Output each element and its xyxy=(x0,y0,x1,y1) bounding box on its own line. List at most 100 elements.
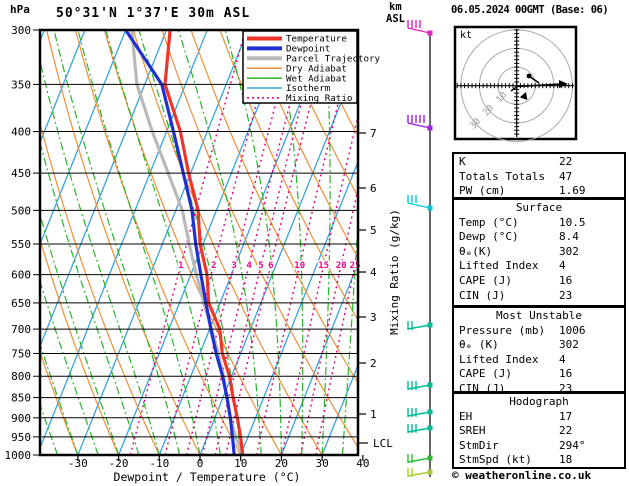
temp-tick-label: 10 xyxy=(234,457,247,470)
mixing-ratio-line xyxy=(129,30,247,455)
temp-tick-label: 40 xyxy=(356,457,369,470)
table-row: Pressure (mb) 1006 xyxy=(454,324,624,339)
row-value: 302 xyxy=(559,338,579,352)
wet-adiabat-line xyxy=(224,30,282,455)
pressure-tick-label: 1000 xyxy=(5,449,32,462)
km-tick-label: 6 xyxy=(370,182,377,195)
most-unstable-table: Most Unstable Pressure (mb) 1006 θₑ (K) 30… xyxy=(452,306,626,395)
mixing-ratio-value-label: 6 xyxy=(268,261,273,271)
row-value: 47 xyxy=(559,169,573,183)
isotherm-line xyxy=(280,261,358,455)
table-row: CAPE (J) 16 xyxy=(454,367,624,382)
row-label: CIN (J) xyxy=(459,288,506,302)
barb-shaft xyxy=(407,202,431,209)
table-title: Hodograph xyxy=(509,395,569,408)
row-label: θₑ(K) xyxy=(459,244,493,258)
legend-label: Temperature xyxy=(286,34,347,45)
row-label: StmSpd (kt) xyxy=(459,453,532,467)
pressure-tick-label: 400 xyxy=(11,126,31,139)
pressure-tick-label: 550 xyxy=(11,238,31,251)
table-row: SREH 22 xyxy=(454,424,624,439)
pressure-tick-label: 800 xyxy=(11,370,31,383)
table-row: CIN (J) 23 xyxy=(454,382,624,397)
wind-barb xyxy=(407,195,433,211)
mixing-ratio-line xyxy=(214,30,321,455)
wind-barb xyxy=(407,20,433,36)
barb-shaft xyxy=(407,27,431,34)
table-row: Lifted Index 4 xyxy=(454,353,624,368)
mixing-ratio-value-label: 3 xyxy=(231,261,236,271)
pressure-tick-label: 950 xyxy=(11,431,31,444)
row-value: 23 xyxy=(559,381,573,395)
pressure-tick-label: 750 xyxy=(11,347,31,360)
row-label: K xyxy=(459,155,466,168)
legend-label: Isotherm xyxy=(286,83,331,94)
hodograph-arrowhead xyxy=(559,80,568,88)
temp-tick-label: -30 xyxy=(68,457,88,470)
isotherm-line xyxy=(40,30,86,145)
barb-shaft xyxy=(407,122,431,129)
km-tick-label: 5 xyxy=(370,224,377,237)
wind-barb xyxy=(407,468,433,477)
altitude-axis-asl: ASL xyxy=(386,13,405,25)
isotherm-line xyxy=(0,30,4,455)
row-value: 4 xyxy=(559,259,566,273)
mixing-ratio-value-label: 5 xyxy=(258,261,263,271)
pressure-tick-label: 900 xyxy=(11,412,31,425)
mixing-ratio-value-label: 4 xyxy=(246,261,252,271)
isotherm-line xyxy=(40,30,208,450)
row-label: Lifted Index xyxy=(459,259,539,273)
wet-adiabat-line xyxy=(53,30,181,455)
legend-label: Mixing Ratio xyxy=(286,93,352,104)
table-title: Most Unstable xyxy=(495,309,583,322)
temp-tick-label: -20 xyxy=(109,457,129,470)
row-value: 23 xyxy=(559,288,573,302)
row-label: Lifted Index xyxy=(459,352,539,366)
dry-adiabat-line xyxy=(40,350,79,455)
hodograph-triangle-marker xyxy=(519,92,528,100)
legend-label: Parcel Trajectory xyxy=(286,54,381,65)
altitude-axis: 7 6 5 4 3 2 1 LCL Mixing Ratio (g/kg) xyxy=(358,127,401,450)
row-label: SREH xyxy=(459,424,486,438)
temp-tick-label: 0 xyxy=(197,457,204,470)
row-value: 302 xyxy=(559,244,579,258)
isotherm-line xyxy=(77,30,249,455)
pressure-tick-label: 650 xyxy=(11,297,31,310)
row-label: θₑ (K) xyxy=(459,338,499,352)
wind-barb xyxy=(407,408,433,417)
hodograph-unit-label: kt xyxy=(460,30,472,41)
table-row: Dewp (°C) 8.4 xyxy=(454,230,624,245)
wet-adiabat-line xyxy=(341,212,358,455)
pressure-tick-label: 450 xyxy=(11,167,31,180)
wind-barb xyxy=(407,321,433,330)
row-label: Dewp (°C) xyxy=(459,230,519,244)
mixing-ratio-value-label: 10 xyxy=(294,261,305,271)
row-value: 1006 xyxy=(559,323,586,337)
plot-border xyxy=(38,28,360,457)
dry-adiabat-line xyxy=(277,30,358,198)
pressure-tick-label: 700 xyxy=(11,323,31,336)
table-row: EH 17 xyxy=(454,410,624,425)
km-tick-label: 1 xyxy=(370,408,377,421)
mixing-ratio-axis-title: Mixing Ratio (g/kg) xyxy=(388,209,401,335)
wind-barb-column xyxy=(407,20,433,477)
legend-label: Dry Adiabat xyxy=(286,63,347,74)
table-row: StmSpd (kt) 18 xyxy=(454,453,624,468)
row-label: Pressure (mb) xyxy=(459,323,546,337)
barb-base-dot xyxy=(427,125,433,131)
mixing-ratio-line xyxy=(185,30,296,455)
wind-barb xyxy=(407,454,433,463)
row-label: EH xyxy=(459,409,473,423)
copyright: © weatheronline.co.uk xyxy=(452,469,592,482)
table-row: Temp (°C) 10.5 xyxy=(454,216,624,231)
pressure-tick-label: 350 xyxy=(11,78,31,91)
row-value: 10.5 xyxy=(559,215,586,229)
table-row: K 22 xyxy=(454,155,624,170)
table-row: θₑ (K) 302 xyxy=(454,338,624,353)
row-value: 16 xyxy=(559,367,573,381)
pressure-tick-label: 500 xyxy=(11,204,31,217)
pressure-tick-label: 300 xyxy=(11,24,31,37)
legend-box xyxy=(242,30,358,104)
